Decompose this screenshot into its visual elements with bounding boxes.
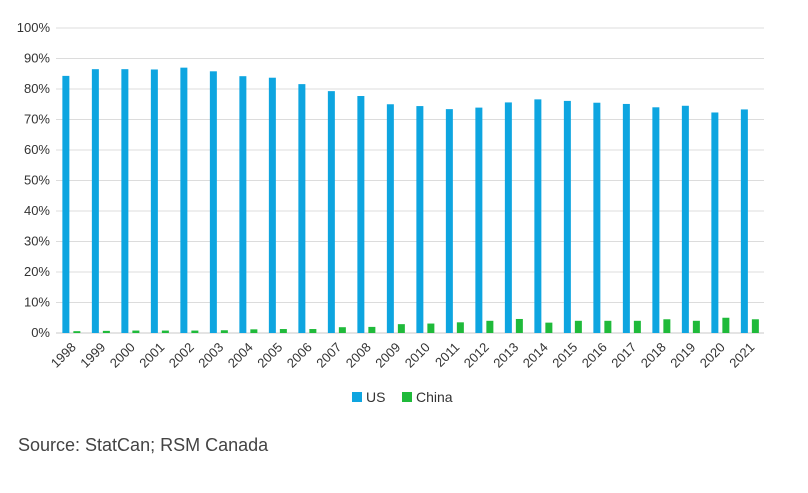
bar-us-2001 xyxy=(150,69,158,333)
x-tick-label: 2016 xyxy=(579,340,610,371)
bar-china-2016 xyxy=(604,320,612,333)
bar-china-2006 xyxy=(309,329,317,333)
bar-us-2004 xyxy=(239,76,247,333)
y-tick-label: 30% xyxy=(24,234,50,249)
bar-china-2021 xyxy=(751,319,759,333)
bar-us-2020 xyxy=(711,112,719,333)
y-axis-ticks: 0% 10% 20% 30% 40% 50% 60% 70% 80% 90% 100% xyxy=(17,20,51,340)
bar-us-2000 xyxy=(121,69,129,334)
bar-china-2011 xyxy=(456,322,464,333)
bar-us-2006 xyxy=(298,84,306,334)
x-tick-label: 2003 xyxy=(195,340,226,371)
bar-us-2009 xyxy=(386,104,394,333)
legend-label-us: US xyxy=(366,389,385,405)
bar-china-1998 xyxy=(73,331,81,333)
bar-china-2009 xyxy=(397,324,405,333)
bar-us-2018 xyxy=(652,107,660,333)
y-tick-label: 90% xyxy=(24,51,50,66)
bar-china-2014 xyxy=(545,322,553,333)
bar-china-2003 xyxy=(220,330,228,333)
bar-china-2012 xyxy=(486,320,494,333)
bar-china-2002 xyxy=(191,330,199,333)
bar-us-2012 xyxy=(475,107,483,333)
x-tick-label: 2008 xyxy=(343,340,374,371)
y-tick-label: 50% xyxy=(24,173,50,188)
bar-us-2002 xyxy=(180,67,188,334)
bar-us-1999 xyxy=(91,69,99,334)
bar-us-2011 xyxy=(445,109,453,333)
x-tick-label: 2004 xyxy=(225,340,256,371)
x-tick-label: 2012 xyxy=(461,340,492,371)
bar-china-2019 xyxy=(692,320,700,333)
bar-us-1998 xyxy=(62,75,70,333)
legend-swatch-us xyxy=(352,392,362,402)
bar-us-2003 xyxy=(209,71,217,333)
bar-china-2010 xyxy=(427,323,435,333)
bar-us-2010 xyxy=(416,106,424,333)
bar-china-2017 xyxy=(633,320,641,333)
legend-swatch-china xyxy=(402,392,412,402)
bar-china-2015 xyxy=(574,320,582,333)
x-tick-label: 1999 xyxy=(77,340,108,371)
x-tick-label: 2010 xyxy=(402,340,433,371)
x-tick-label: 2011 xyxy=(432,340,462,370)
x-tick-label: 2017 xyxy=(608,340,639,371)
bar-china-1999 xyxy=(102,330,110,333)
y-tick-label: 20% xyxy=(24,264,50,279)
bar-us-2016 xyxy=(593,102,601,333)
bar-us-2017 xyxy=(622,103,630,333)
x-tick-label: 2013 xyxy=(490,340,521,371)
y-tick-label: 10% xyxy=(24,295,50,310)
y-tick-label: 80% xyxy=(24,81,50,96)
gridlines xyxy=(56,27,764,334)
bar-us-2008 xyxy=(357,96,365,333)
y-tick-label: 70% xyxy=(24,112,50,127)
x-tick-label: 2019 xyxy=(667,340,698,371)
x-tick-label: 2009 xyxy=(372,340,403,371)
bar-china-2008 xyxy=(368,326,376,333)
y-tick-label: 40% xyxy=(24,203,50,218)
bar-china-2000 xyxy=(132,330,140,333)
x-tick-label: 1998 xyxy=(48,340,79,371)
bar-china-2007 xyxy=(338,327,346,333)
bar-china-2004 xyxy=(250,329,258,333)
x-tick-label: 2015 xyxy=(549,340,580,371)
bar-china-2018 xyxy=(663,319,671,333)
x-tick-label: 2018 xyxy=(638,340,669,371)
x-tick-label: 2021 xyxy=(726,340,757,371)
bar-china-2020 xyxy=(722,317,730,333)
bar-china-2001 xyxy=(161,330,169,333)
bar-china-2013 xyxy=(515,318,523,333)
x-axis-ticks: 1998199920002001200220032004200520062007… xyxy=(48,340,758,371)
bar-us-2015 xyxy=(563,100,571,334)
x-tick-label: 2006 xyxy=(284,340,315,371)
y-tick-label: 100% xyxy=(17,20,51,35)
x-tick-label: 2001 xyxy=(136,340,167,371)
bar-us-2013 xyxy=(504,102,512,333)
x-tick-label: 2007 xyxy=(313,340,344,371)
bar-us-2005 xyxy=(268,77,276,333)
x-tick-label: 2020 xyxy=(697,340,728,371)
bar-us-2021 xyxy=(740,109,748,333)
x-tick-label: 2005 xyxy=(254,340,285,371)
x-tick-label: 2014 xyxy=(520,340,551,371)
bar-us-2019 xyxy=(681,105,689,334)
x-tick-label: 2000 xyxy=(107,340,138,371)
legend-label-china: China xyxy=(416,389,453,405)
y-tick-label: 60% xyxy=(24,142,50,157)
y-tick-label: 0% xyxy=(31,325,50,340)
x-tick-label: 2002 xyxy=(166,340,197,371)
bar-china-2005 xyxy=(279,329,287,333)
source-note: Source: StatCan; RSM Canada xyxy=(18,435,269,455)
bar-us-2014 xyxy=(534,99,542,334)
bars xyxy=(62,67,759,334)
legend: US China xyxy=(352,389,453,405)
bar-us-2007 xyxy=(327,91,335,333)
